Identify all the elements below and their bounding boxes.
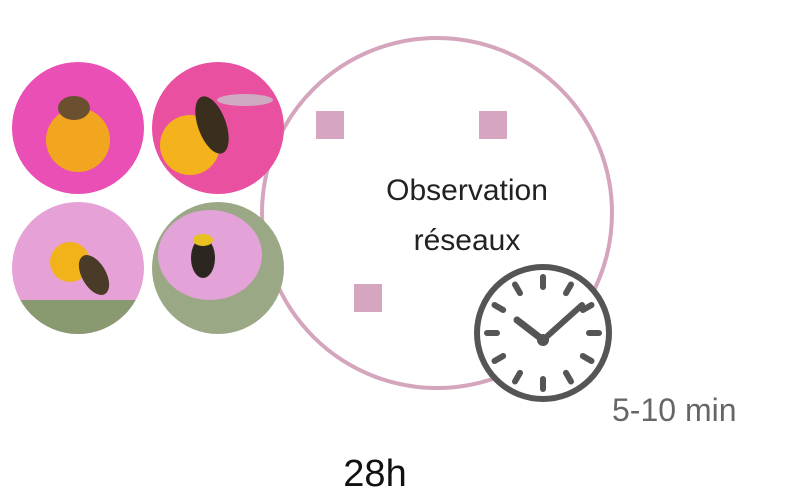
clock-tick bbox=[491, 302, 507, 313]
clock-tick bbox=[512, 281, 523, 297]
network-circle bbox=[260, 36, 614, 390]
photo-2 bbox=[152, 62, 284, 194]
node bbox=[354, 284, 382, 312]
label-line: Observation bbox=[386, 174, 548, 207]
node bbox=[479, 111, 507, 139]
clock-tick bbox=[491, 353, 507, 364]
clock-tick bbox=[579, 302, 595, 313]
clock-tick bbox=[512, 369, 523, 385]
clock-tick bbox=[579, 353, 595, 364]
clock-tick bbox=[563, 369, 574, 385]
total: 28h bbox=[343, 453, 406, 495]
clock-tick bbox=[563, 281, 574, 297]
label-line: réseaux bbox=[414, 224, 521, 257]
photo-3 bbox=[12, 202, 144, 334]
clock bbox=[474, 264, 612, 402]
photo-4 bbox=[152, 202, 284, 334]
duration: 5-10 min bbox=[612, 392, 737, 428]
node bbox=[316, 111, 344, 139]
photo-1 bbox=[12, 62, 144, 194]
